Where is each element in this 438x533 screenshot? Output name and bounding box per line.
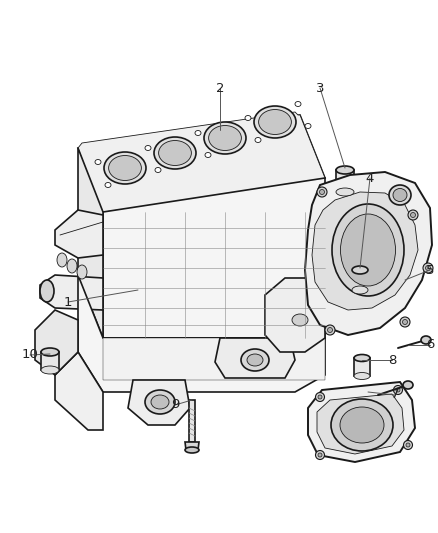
Ellipse shape: [421, 336, 431, 344]
Ellipse shape: [336, 188, 354, 196]
Polygon shape: [78, 275, 325, 392]
Text: 7: 7: [391, 389, 399, 401]
Ellipse shape: [325, 325, 335, 335]
Polygon shape: [305, 172, 432, 335]
Ellipse shape: [57, 253, 67, 267]
Ellipse shape: [154, 137, 196, 169]
Polygon shape: [103, 338, 325, 380]
Text: 3: 3: [316, 82, 324, 94]
Ellipse shape: [389, 185, 411, 205]
Text: 2: 2: [216, 82, 224, 94]
Ellipse shape: [315, 450, 325, 459]
Polygon shape: [312, 192, 418, 310]
Text: 9: 9: [171, 399, 179, 411]
Ellipse shape: [241, 349, 269, 371]
Ellipse shape: [328, 327, 332, 333]
Text: 5: 5: [426, 263, 434, 277]
Polygon shape: [128, 380, 190, 425]
Ellipse shape: [315, 392, 325, 401]
Ellipse shape: [254, 106, 296, 138]
Bar: [189, 400, 195, 442]
Ellipse shape: [318, 453, 322, 457]
Text: 1: 1: [64, 295, 72, 309]
Text: 8: 8: [388, 353, 396, 367]
Ellipse shape: [247, 354, 263, 366]
Ellipse shape: [352, 286, 368, 294]
Ellipse shape: [331, 399, 393, 451]
Ellipse shape: [408, 210, 418, 220]
Ellipse shape: [208, 125, 241, 150]
Ellipse shape: [336, 166, 354, 174]
Ellipse shape: [393, 385, 403, 394]
Ellipse shape: [255, 138, 261, 142]
Polygon shape: [317, 394, 404, 454]
Bar: [41, 352, 59, 370]
Ellipse shape: [332, 204, 404, 296]
Ellipse shape: [258, 109, 291, 134]
Ellipse shape: [195, 131, 201, 135]
Text: 10: 10: [21, 349, 39, 361]
Ellipse shape: [295, 101, 301, 107]
Ellipse shape: [77, 265, 87, 279]
Ellipse shape: [406, 443, 410, 447]
Ellipse shape: [410, 213, 416, 217]
Text: 6: 6: [426, 338, 434, 351]
Ellipse shape: [354, 354, 370, 361]
Ellipse shape: [403, 440, 413, 449]
Polygon shape: [215, 338, 295, 378]
Ellipse shape: [155, 167, 161, 173]
Ellipse shape: [105, 182, 111, 188]
Ellipse shape: [354, 373, 370, 379]
Ellipse shape: [305, 124, 311, 128]
Ellipse shape: [352, 266, 368, 274]
Ellipse shape: [67, 259, 77, 273]
Polygon shape: [185, 442, 199, 450]
Polygon shape: [35, 310, 78, 375]
Polygon shape: [55, 352, 103, 430]
Ellipse shape: [340, 407, 384, 443]
Polygon shape: [103, 178, 325, 338]
Ellipse shape: [292, 314, 308, 326]
Ellipse shape: [318, 395, 322, 399]
Bar: [352, 270, 368, 290]
Polygon shape: [78, 148, 103, 338]
Polygon shape: [55, 210, 103, 258]
Ellipse shape: [317, 187, 327, 197]
Ellipse shape: [41, 348, 59, 356]
Ellipse shape: [40, 280, 54, 302]
Bar: [336, 170, 354, 192]
Ellipse shape: [396, 388, 400, 392]
Ellipse shape: [41, 366, 59, 374]
Polygon shape: [265, 278, 325, 352]
Ellipse shape: [95, 159, 101, 165]
Ellipse shape: [245, 116, 251, 120]
Ellipse shape: [319, 190, 325, 195]
Ellipse shape: [204, 122, 246, 154]
Text: 4: 4: [366, 172, 374, 184]
Ellipse shape: [104, 152, 146, 184]
Ellipse shape: [159, 141, 191, 165]
Ellipse shape: [145, 390, 175, 414]
Ellipse shape: [425, 265, 431, 271]
Ellipse shape: [340, 214, 396, 286]
Polygon shape: [78, 115, 325, 212]
Ellipse shape: [205, 152, 211, 157]
Ellipse shape: [403, 319, 407, 325]
Ellipse shape: [151, 395, 169, 409]
Ellipse shape: [423, 263, 433, 273]
Ellipse shape: [109, 156, 141, 181]
Ellipse shape: [185, 447, 199, 453]
Polygon shape: [78, 112, 325, 212]
Ellipse shape: [393, 189, 407, 201]
Bar: [354, 358, 370, 376]
Ellipse shape: [400, 317, 410, 327]
Polygon shape: [40, 275, 103, 310]
Ellipse shape: [145, 146, 151, 150]
Ellipse shape: [403, 381, 413, 389]
Polygon shape: [308, 382, 415, 462]
